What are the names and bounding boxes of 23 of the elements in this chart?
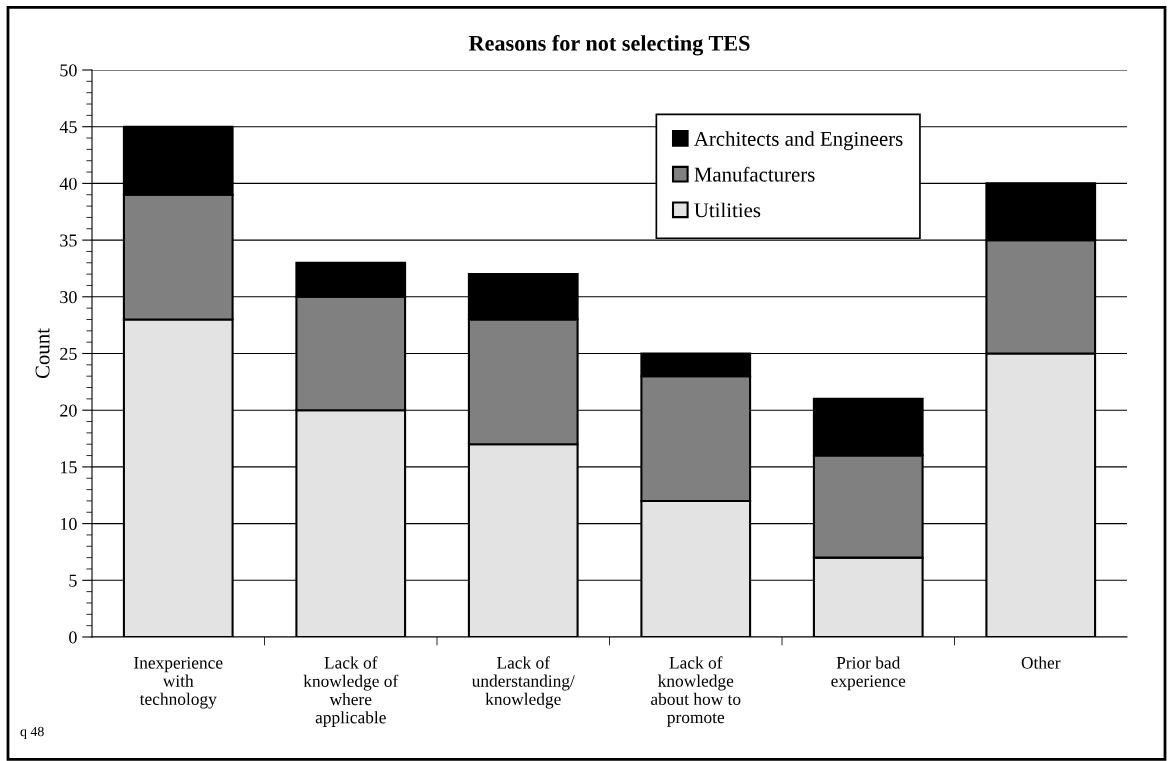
y-tick-label: 25 bbox=[60, 347, 77, 360]
legend-label: Utilities bbox=[694, 202, 761, 218]
y-axis-title: Count bbox=[35, 328, 50, 379]
x-tick-label: Prior bad experience bbox=[831, 656, 906, 691]
y-tick-label: 15 bbox=[60, 461, 77, 474]
y-tick-label: 10 bbox=[60, 517, 77, 531]
y-tick-label: 35 bbox=[60, 234, 77, 247]
y-tick-label: 45 bbox=[59, 121, 77, 134]
chart-title: Reasons for not selecting TES bbox=[468, 34, 750, 56]
x-tick-label: Inexperience with technology bbox=[134, 657, 223, 709]
x-tick-label: Lack of understanding/ knowledge bbox=[471, 656, 575, 709]
y-tick-label: 50 bbox=[60, 64, 77, 77]
text: q 48 bbox=[20, 726, 44, 739]
legend-label: Architects and Engineers bbox=[694, 131, 903, 151]
y-tick-label: 40 bbox=[59, 177, 77, 190]
y-tick-label: 30 bbox=[60, 291, 77, 304]
x-tick-label: Lack of knowledge about how to promote bbox=[651, 656, 741, 727]
y-tick-label: 5 bbox=[69, 574, 77, 587]
legend-label: Manufacturers bbox=[694, 166, 815, 182]
y-tick-label: 0 bbox=[69, 631, 77, 644]
x-tick-label: Other bbox=[1021, 656, 1061, 669]
y-tick-label: 20 bbox=[60, 404, 77, 417]
x-tick-label: Lack of knowledge of where applicable bbox=[303, 656, 399, 727]
